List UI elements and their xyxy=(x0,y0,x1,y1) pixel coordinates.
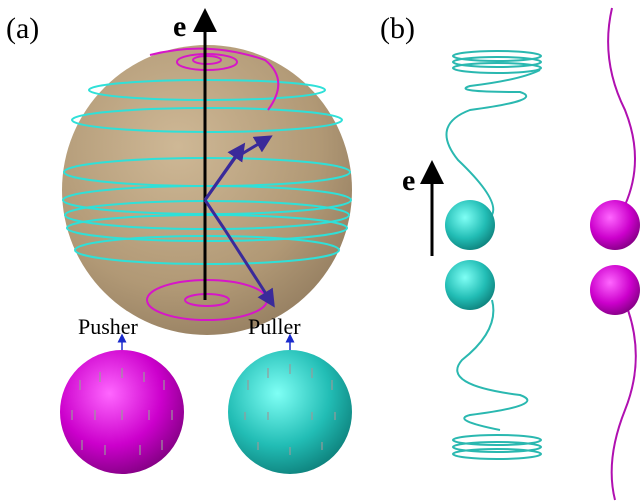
figure: (a) e Pusher Puller xyxy=(0,0,644,504)
pusher-label: Pusher xyxy=(78,314,139,339)
cyan-sphere xyxy=(445,260,495,310)
sphere-a xyxy=(62,20,352,335)
axis-label: e xyxy=(173,10,186,43)
panel-label: (a) xyxy=(6,12,39,45)
panel-label: (b) xyxy=(380,12,415,45)
trajectory-magenta xyxy=(608,8,636,500)
magenta-sphere xyxy=(590,200,640,250)
cyan-sphere xyxy=(445,200,495,250)
magenta-sphere xyxy=(590,265,640,315)
trajectory-cyan xyxy=(446,51,541,459)
axis-label: e xyxy=(402,164,415,197)
puller-label: Puller xyxy=(248,314,301,339)
